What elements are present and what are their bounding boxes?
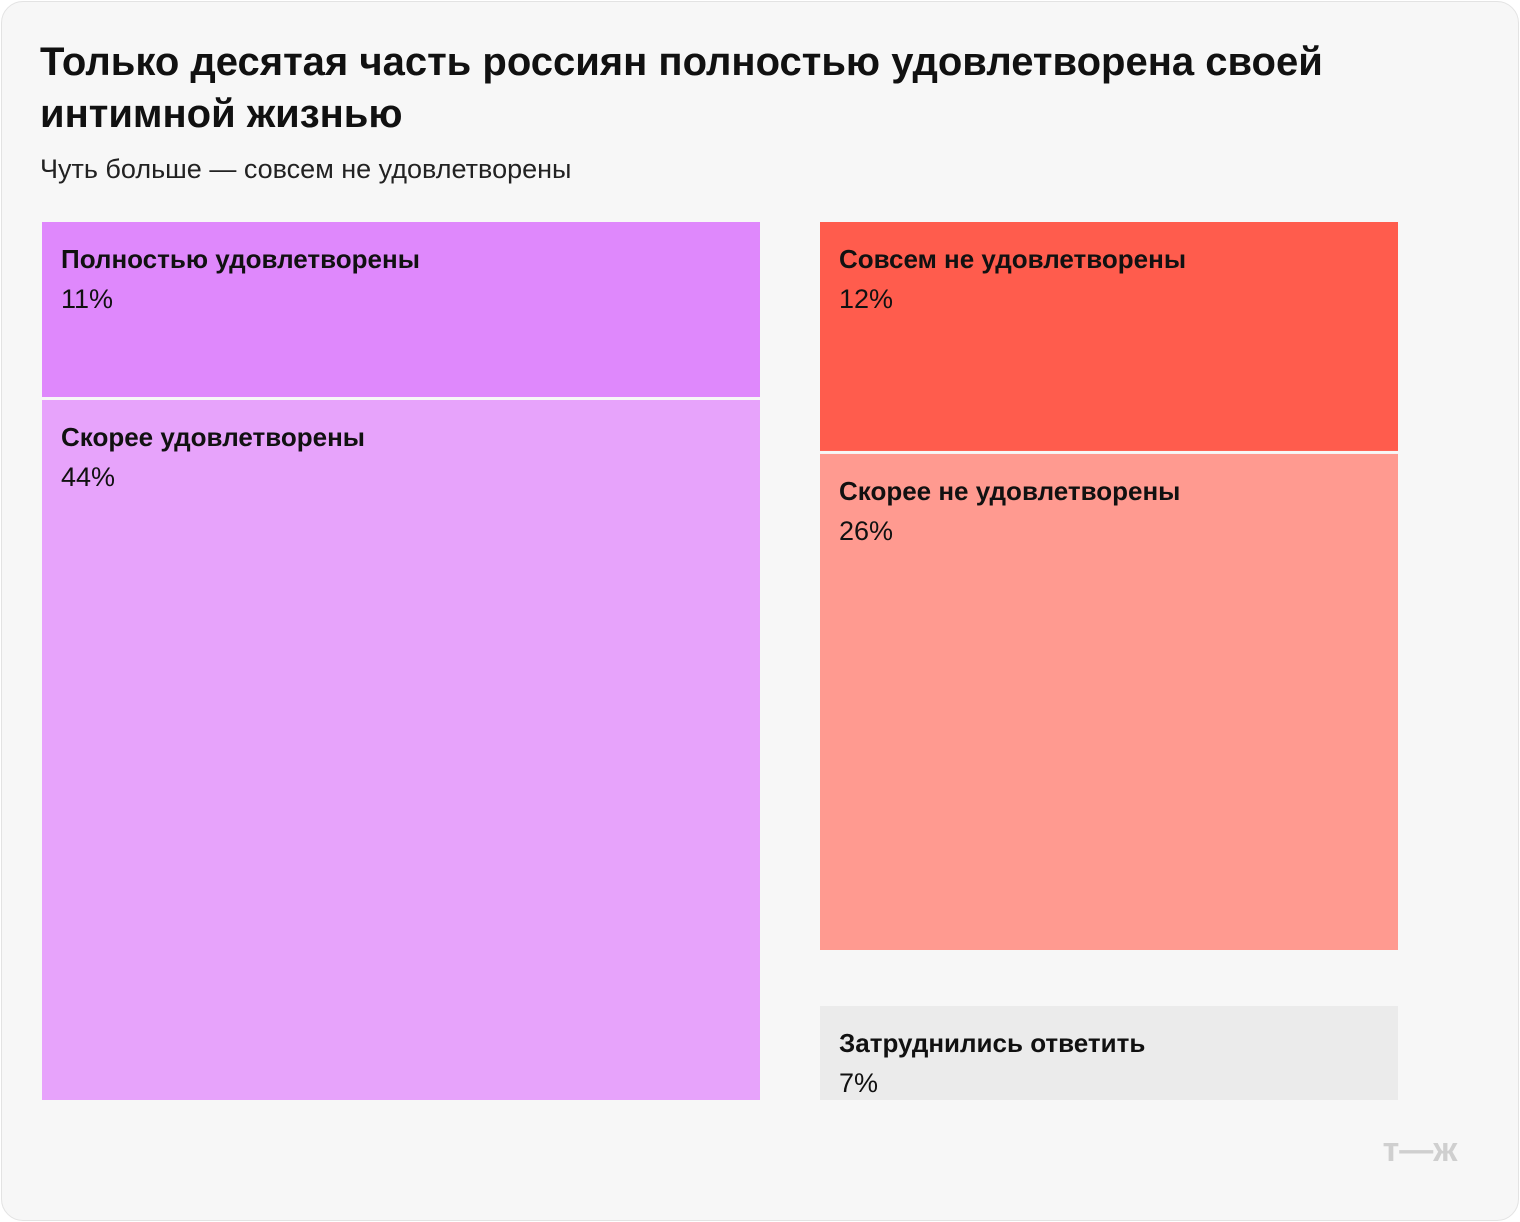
value-label: 44% bbox=[61, 462, 115, 492]
chart-subtitle: Чуть больше — совсем не удовлетворены bbox=[40, 154, 571, 184]
tile bbox=[820, 1006, 1398, 1100]
tile bbox=[820, 222, 1398, 451]
tile bbox=[42, 222, 760, 397]
value-label: 11% bbox=[61, 284, 113, 314]
tile-label: Скорее удовлетворены bbox=[61, 422, 365, 452]
tile-label: Затруднились ответить bbox=[839, 1028, 1145, 1058]
chart-title: Только десятая часть россиян полностью у… bbox=[40, 40, 1323, 136]
value-label: 26% bbox=[839, 516, 893, 546]
value-label: 12% bbox=[839, 284, 893, 314]
tile bbox=[42, 400, 760, 1100]
title-box: Только десятая часть россиян полностью у… bbox=[40, 40, 1323, 136]
tile-label: Полностью удовлетворены bbox=[61, 244, 420, 274]
logo: т—ж bbox=[1383, 1131, 1459, 1169]
tile bbox=[820, 453, 1398, 950]
tile-label: Совсем не удовлетворены bbox=[839, 244, 1186, 274]
value-label: 7% bbox=[839, 1068, 878, 1098]
tile-label: Скорее не удовлетворены bbox=[839, 476, 1180, 506]
